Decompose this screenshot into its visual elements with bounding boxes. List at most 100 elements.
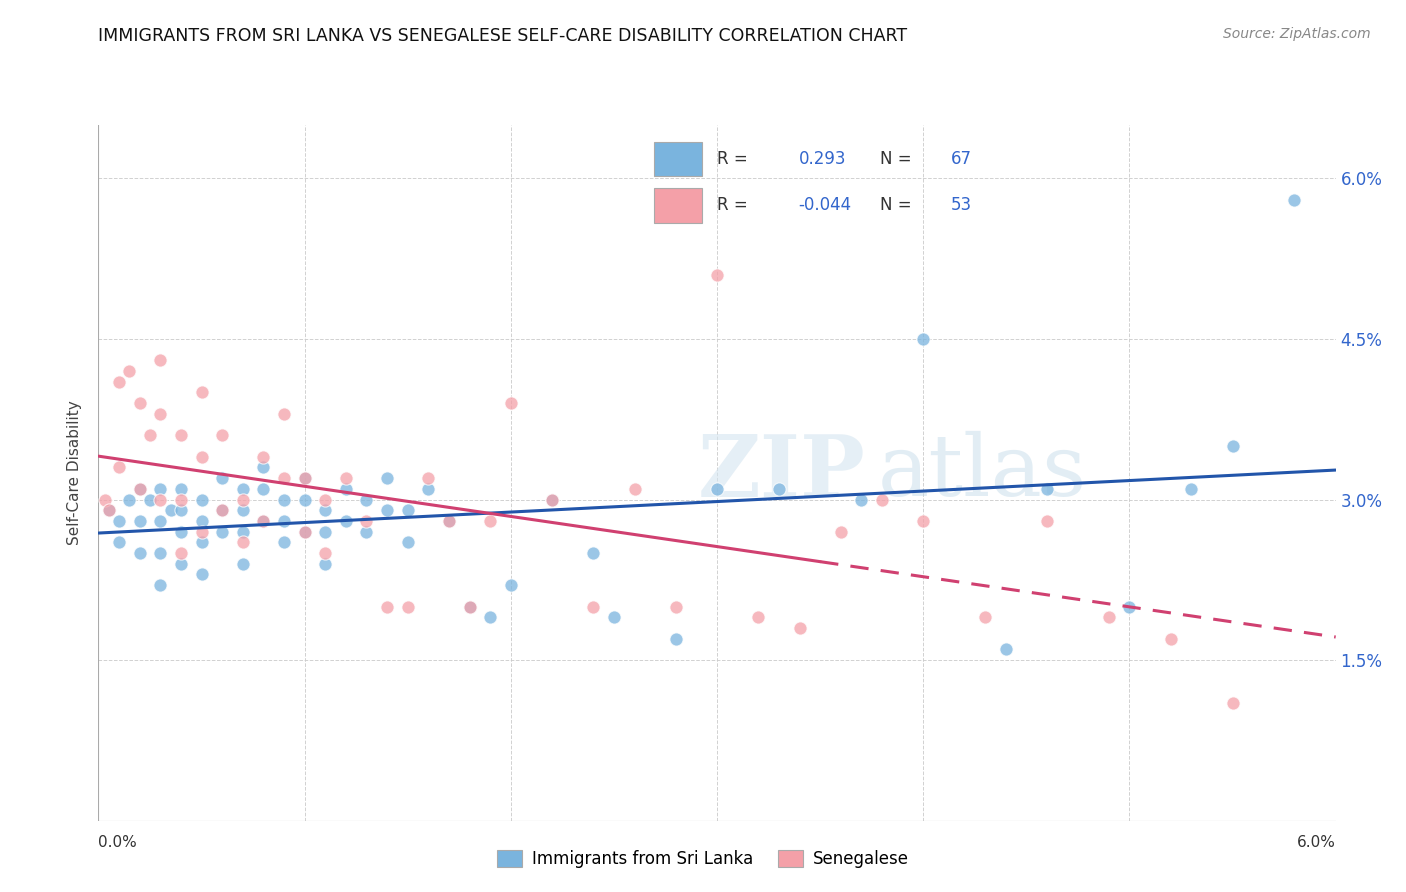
Point [108,535,131,549]
Point [1284,193,1306,207]
Point [396,599,419,614]
Point [108,375,131,389]
Point [211,524,233,539]
Point [396,535,419,549]
Point [623,482,645,496]
Point [1098,610,1121,624]
Point [375,471,398,485]
Point [582,546,605,560]
Point [789,621,811,635]
Point [706,268,728,282]
Point [232,535,254,549]
Text: N =: N = [880,196,917,214]
Point [375,599,398,614]
Point [1222,696,1244,710]
Point [149,407,172,421]
Text: IMMIGRANTS FROM SRI LANKA VS SENEGALESE SELF-CARE DISABILITY CORRELATION CHART: IMMIGRANTS FROM SRI LANKA VS SENEGALESE … [98,27,907,45]
Y-axis label: Self-Care Disability: Self-Care Disability [67,401,83,545]
Point [190,385,212,400]
Point [232,503,254,517]
Point [149,482,172,496]
Point [1036,514,1059,528]
Point [118,364,141,378]
Point [170,524,193,539]
Point [128,482,150,496]
Point [149,353,172,368]
Text: 6.0%: 6.0% [1296,836,1336,850]
Point [294,524,316,539]
Point [396,503,419,517]
Point [541,492,564,507]
Point [335,514,357,528]
Point [912,332,935,346]
Point [499,578,522,592]
Point [128,546,150,560]
Point [314,503,336,517]
Point [128,482,150,496]
Text: ZIP: ZIP [697,431,866,515]
Point [418,482,440,496]
Point [870,492,893,507]
Point [252,482,274,496]
Point [335,471,357,485]
Point [273,471,295,485]
Point [170,492,193,507]
Point [356,524,378,539]
Point [1036,482,1059,496]
Point [273,492,295,507]
Point [232,557,254,571]
Point [356,492,378,507]
Point [252,450,274,464]
Point [437,514,460,528]
Point [974,610,997,624]
Text: 0.293: 0.293 [799,150,846,168]
Point [128,514,150,528]
Point [273,535,295,549]
Point [190,567,212,582]
Point [603,610,626,624]
Point [294,471,316,485]
Point [830,524,852,539]
Point [139,428,162,442]
Text: -0.044: -0.044 [799,196,852,214]
Point [458,599,481,614]
Point [190,535,212,549]
Point [97,503,120,517]
Text: Source: ZipAtlas.com: Source: ZipAtlas.com [1223,27,1371,41]
Point [190,492,212,507]
Point [912,514,935,528]
Point [108,514,131,528]
Text: R =: R = [717,196,754,214]
Text: R =: R = [717,150,754,168]
Point [170,428,193,442]
Point [149,546,172,560]
Point [768,482,790,496]
Text: 53: 53 [950,196,972,214]
Point [232,482,254,496]
Point [479,514,502,528]
Point [170,482,193,496]
Point [211,503,233,517]
Point [149,492,172,507]
Point [170,557,193,571]
Text: atlas: atlas [877,431,1087,515]
Point [314,557,336,571]
Point [706,482,728,496]
Point [314,546,336,560]
Point [190,514,212,528]
Point [665,632,688,646]
Point [118,492,141,507]
Point [149,514,172,528]
Point [479,610,502,624]
Point [747,610,769,624]
Legend: Immigrants from Sri Lanka, Senegalese: Immigrants from Sri Lanka, Senegalese [491,843,915,875]
Point [170,503,193,517]
Point [211,471,233,485]
Point [170,546,193,560]
Point [1180,482,1202,496]
Point [93,492,115,507]
Point [665,599,688,614]
Point [851,492,873,507]
Point [232,492,254,507]
Point [128,396,150,410]
